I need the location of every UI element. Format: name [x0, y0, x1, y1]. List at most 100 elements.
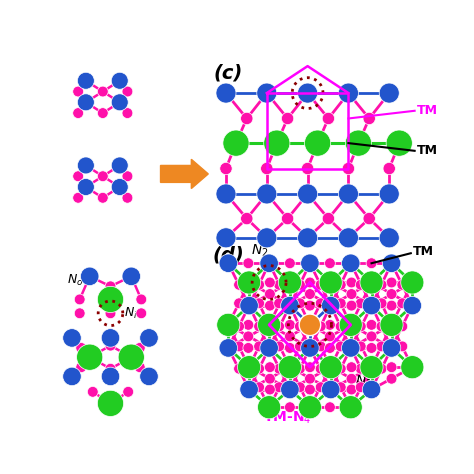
- Circle shape: [74, 308, 85, 319]
- Circle shape: [257, 83, 277, 103]
- Circle shape: [264, 362, 275, 373]
- Circle shape: [346, 277, 357, 288]
- Circle shape: [216, 83, 236, 103]
- Circle shape: [301, 339, 319, 357]
- Circle shape: [294, 382, 305, 392]
- Circle shape: [123, 386, 134, 397]
- Circle shape: [403, 296, 421, 315]
- Circle shape: [315, 364, 326, 374]
- Circle shape: [383, 254, 401, 273]
- Circle shape: [257, 396, 281, 419]
- Circle shape: [282, 112, 294, 125]
- Circle shape: [111, 179, 128, 195]
- Circle shape: [376, 341, 387, 352]
- Circle shape: [122, 108, 133, 118]
- Circle shape: [257, 228, 277, 248]
- Circle shape: [335, 279, 346, 290]
- Circle shape: [304, 384, 315, 395]
- Circle shape: [362, 296, 381, 315]
- Circle shape: [335, 341, 346, 352]
- Circle shape: [284, 319, 295, 330]
- Circle shape: [366, 331, 377, 342]
- Circle shape: [401, 356, 424, 379]
- Circle shape: [397, 341, 408, 352]
- Circle shape: [363, 112, 375, 125]
- Circle shape: [294, 364, 305, 374]
- Circle shape: [379, 228, 399, 248]
- Circle shape: [366, 319, 377, 330]
- Circle shape: [264, 374, 275, 384]
- Circle shape: [386, 300, 397, 311]
- Circle shape: [304, 289, 315, 300]
- Circle shape: [356, 298, 366, 309]
- Circle shape: [315, 382, 326, 392]
- Circle shape: [264, 384, 275, 395]
- Circle shape: [140, 367, 158, 386]
- Circle shape: [335, 321, 346, 332]
- Circle shape: [325, 343, 335, 353]
- Circle shape: [243, 343, 254, 353]
- Circle shape: [243, 319, 254, 330]
- Circle shape: [322, 212, 335, 225]
- Circle shape: [216, 228, 236, 248]
- Circle shape: [111, 157, 128, 174]
- Circle shape: [122, 86, 133, 97]
- Circle shape: [118, 344, 145, 370]
- Circle shape: [136, 308, 146, 319]
- Circle shape: [73, 86, 83, 97]
- Circle shape: [77, 157, 94, 174]
- Circle shape: [379, 83, 399, 103]
- Circle shape: [257, 313, 281, 337]
- Circle shape: [397, 279, 408, 290]
- Text: $N_2$: $N_2$: [251, 243, 269, 259]
- Circle shape: [237, 271, 261, 294]
- Circle shape: [264, 277, 275, 288]
- Circle shape: [346, 362, 357, 373]
- Circle shape: [284, 258, 295, 269]
- Circle shape: [261, 163, 273, 175]
- Circle shape: [105, 308, 116, 319]
- Circle shape: [304, 130, 331, 156]
- Circle shape: [346, 374, 357, 384]
- Circle shape: [346, 130, 372, 156]
- Circle shape: [63, 328, 81, 347]
- Circle shape: [243, 331, 254, 342]
- Circle shape: [294, 321, 305, 332]
- Circle shape: [346, 384, 357, 395]
- Circle shape: [260, 254, 278, 273]
- Circle shape: [97, 390, 124, 417]
- Circle shape: [325, 402, 335, 413]
- Circle shape: [254, 298, 264, 309]
- Circle shape: [335, 298, 346, 309]
- Circle shape: [77, 344, 103, 370]
- Circle shape: [380, 313, 403, 337]
- Circle shape: [273, 298, 284, 309]
- FancyArrow shape: [161, 159, 208, 189]
- Text: (d): (d): [212, 246, 244, 264]
- Circle shape: [284, 331, 295, 342]
- Circle shape: [241, 112, 253, 125]
- Circle shape: [325, 331, 335, 342]
- Circle shape: [140, 328, 158, 347]
- Circle shape: [273, 382, 284, 392]
- Circle shape: [281, 380, 299, 399]
- Circle shape: [63, 367, 81, 386]
- Circle shape: [97, 192, 108, 203]
- Circle shape: [278, 271, 301, 294]
- Circle shape: [73, 108, 83, 118]
- Circle shape: [87, 386, 98, 397]
- Circle shape: [243, 258, 254, 269]
- Circle shape: [362, 380, 381, 399]
- Circle shape: [223, 130, 249, 156]
- Circle shape: [234, 298, 245, 309]
- Circle shape: [260, 339, 278, 357]
- Circle shape: [122, 192, 133, 203]
- Circle shape: [298, 83, 318, 103]
- Circle shape: [282, 212, 294, 225]
- Circle shape: [386, 130, 412, 156]
- Circle shape: [234, 364, 245, 374]
- Circle shape: [304, 362, 315, 373]
- Circle shape: [356, 279, 366, 290]
- Circle shape: [304, 374, 315, 384]
- Text: TM-N$_4$: TM-N$_4$: [264, 410, 312, 426]
